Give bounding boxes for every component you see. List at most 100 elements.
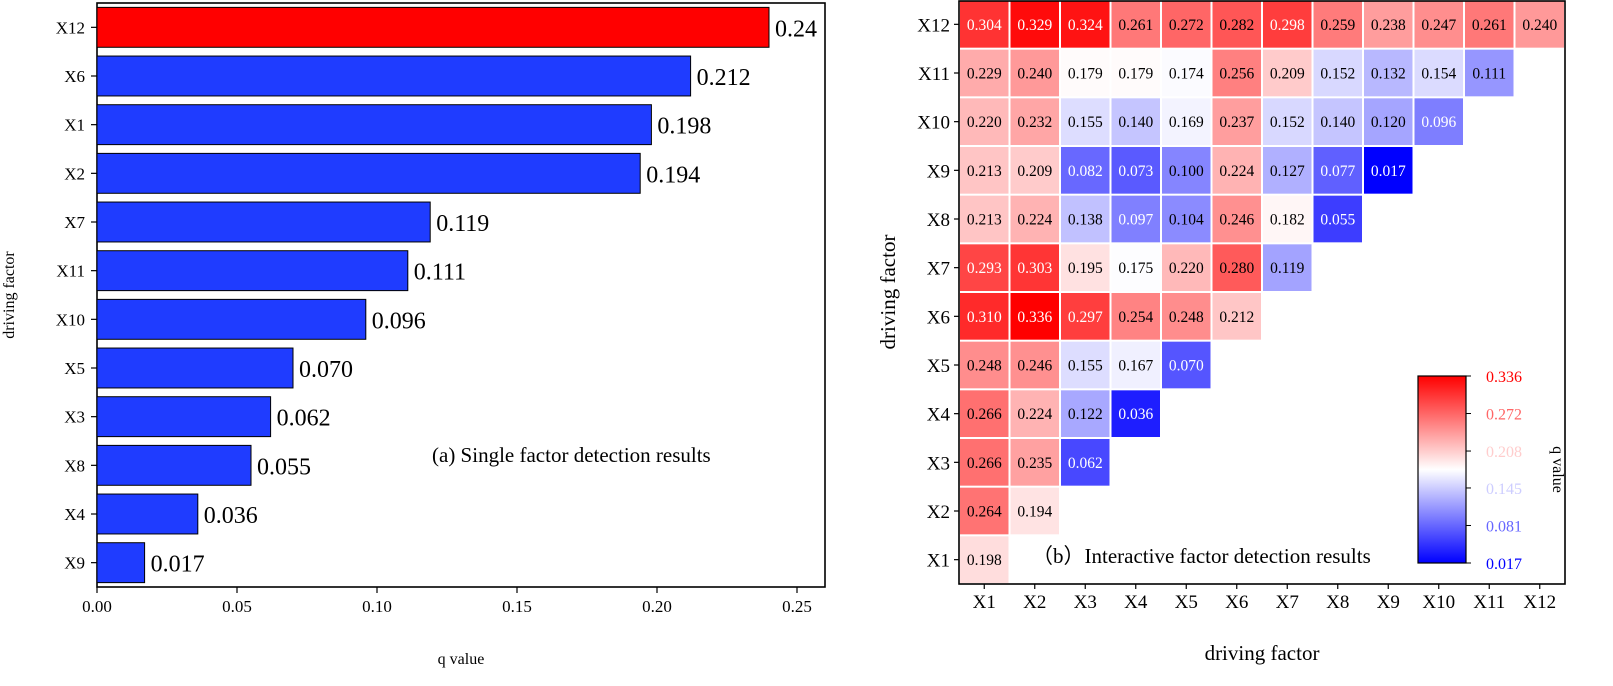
y-tick-label-x1: X1: [64, 116, 85, 135]
y-tick-label-x8: X8: [64, 456, 85, 475]
bar-x3: [96, 396, 272, 438]
heatmap-cell-value: 0.238: [1371, 17, 1406, 34]
heatmap-cell: [1162, 195, 1211, 243]
heatmap-cell: [1111, 293, 1160, 340]
heatmap-cell-value: 0.220: [967, 114, 1002, 131]
heatmap-cell-value: 0.055: [1320, 212, 1355, 229]
heatmap-cell: [1010, 49, 1059, 97]
heatmap-cell-value: 0.224: [1219, 163, 1254, 180]
data-label-x7: 0.119: [436, 211, 489, 237]
colorbar-tick-label: 0.081: [1486, 518, 1522, 535]
bar-x11: [96, 250, 409, 292]
heatmap-cell: [1010, 1, 1059, 48]
heatmap-cell-value: 0.122: [1068, 406, 1103, 423]
heatmap-cell-value: 0.254: [1118, 309, 1153, 326]
x-tick-label: 0.10: [362, 597, 392, 616]
heatmap-cell: [1263, 1, 1312, 48]
heatmap-cell-value: 0.097: [1118, 212, 1153, 229]
heatmap-cell: [1212, 1, 1261, 48]
colorbar-label: q value: [1549, 446, 1566, 493]
x-tick-label-x3: X3: [1074, 592, 1097, 613]
bar-x12: [96, 6, 770, 48]
heatmap-cell: [1061, 49, 1110, 97]
data-label-x3: 0.062: [277, 406, 331, 432]
heatmap-cell: [1364, 49, 1413, 97]
bar-x5: [96, 347, 294, 389]
heatmap-cell-value: 0.246: [1219, 212, 1254, 229]
heatmap-cell: [1364, 98, 1413, 145]
heatmap-cell-value: 0.246: [1017, 358, 1052, 375]
chart-annotation: (a) Single factor detection results: [432, 443, 711, 467]
heatmap-cell: [1061, 244, 1110, 291]
heatmap-cell-value: 0.175: [1118, 260, 1153, 277]
x-tick-label-x10: X10: [1422, 592, 1455, 613]
heatmap-cell: [1111, 98, 1160, 145]
bar-x6: [96, 55, 692, 97]
heatmap-cell: [1263, 98, 1312, 145]
heatmap-cell: [960, 147, 1009, 194]
colorbar-tick-label: 0.272: [1486, 407, 1522, 424]
colorbar-tick-label: 0.145: [1486, 481, 1522, 498]
data-label-x4: 0.036: [204, 503, 258, 529]
heatmap-cell: [960, 439, 1009, 486]
heatmap-cell: [1162, 293, 1211, 340]
y-tick-label-x11: X11: [918, 64, 950, 85]
heatmap-cell: [1313, 1, 1362, 48]
heatmap-cell-value: 0.235: [1017, 455, 1052, 472]
heatmap-cell: [1010, 244, 1059, 291]
heatmap-cell: [1111, 244, 1160, 291]
x-axis-label: driving factor: [1205, 641, 1320, 665]
heatmap-cell: [960, 487, 1009, 535]
heatmap-cell: [1162, 244, 1211, 291]
bar-x9: [96, 542, 146, 584]
colorbar: [1417, 375, 1467, 564]
colorbar-tick-label: 0.017: [1486, 556, 1522, 573]
heatmap-cell-value: 0.209: [1270, 66, 1305, 83]
heatmap-cell: [1414, 98, 1463, 145]
y-tick-label-x5: X5: [927, 356, 950, 377]
heatmap-cell-value: 0.152: [1270, 114, 1305, 131]
heatmap-frame: [958, 0, 1566, 585]
heatmap-cell: [1061, 1, 1110, 48]
heatmap-cell-value: 0.232: [1017, 114, 1052, 131]
heatmap-cell: [1010, 341, 1059, 389]
y-tick-label-x2: X2: [927, 502, 950, 523]
heatmap-cell-value: 0.167: [1118, 358, 1153, 375]
heatmap-cell: [1263, 244, 1312, 291]
heatmap-cell: [1212, 147, 1261, 194]
x-tick-label: 0.00: [82, 597, 112, 616]
heatmap-cell: [960, 341, 1009, 389]
heatmap-cell-value: 0.261: [1118, 17, 1153, 34]
heatmap-cell: [1111, 147, 1160, 194]
heatmap-cell-value: 0.195: [1068, 260, 1103, 277]
heatmap-cell-value: 0.077: [1320, 163, 1355, 180]
heatmap-cell: [1212, 49, 1261, 97]
bar-x1: [96, 104, 652, 146]
x-tick-label: 0.25: [782, 597, 812, 616]
heatmap-cell: [1465, 1, 1514, 48]
heatmap-cell-value: 0.310: [967, 309, 1002, 326]
x-tick-label-x12: X12: [1523, 592, 1556, 613]
heatmap-cell: [960, 244, 1009, 291]
x-axis-label: q value: [438, 651, 485, 668]
heatmap-cell-value: 0.179: [1118, 66, 1153, 83]
heatmap-cell-value: 0.280: [1219, 260, 1254, 277]
x-tick-label-x7: X7: [1276, 592, 1299, 613]
heatmap-cell-value: 0.248: [1169, 309, 1204, 326]
heatmap-cell-value: 0.082: [1068, 163, 1103, 180]
heatmap-cell: [1313, 98, 1362, 145]
data-label-x1: 0.198: [657, 114, 711, 140]
heatmap-cell-value: 0.272: [1169, 17, 1204, 34]
heatmap-cell-value: 0.140: [1320, 114, 1355, 131]
x-tick-label: 0.20: [642, 597, 672, 616]
heatmap-cell-value: 0.297: [1068, 309, 1103, 326]
data-label-x6: 0.212: [697, 65, 751, 91]
heatmap-cell: [1313, 195, 1362, 243]
heatmap-cell: [1212, 293, 1261, 340]
heatmap-cell: [1162, 147, 1211, 194]
heatmap-cell-value: 0.213: [967, 163, 1002, 180]
y-axis-label: driving factor: [876, 235, 900, 350]
heatmap-cell: [960, 536, 1009, 583]
y-tick-label-x11: X11: [56, 262, 85, 281]
